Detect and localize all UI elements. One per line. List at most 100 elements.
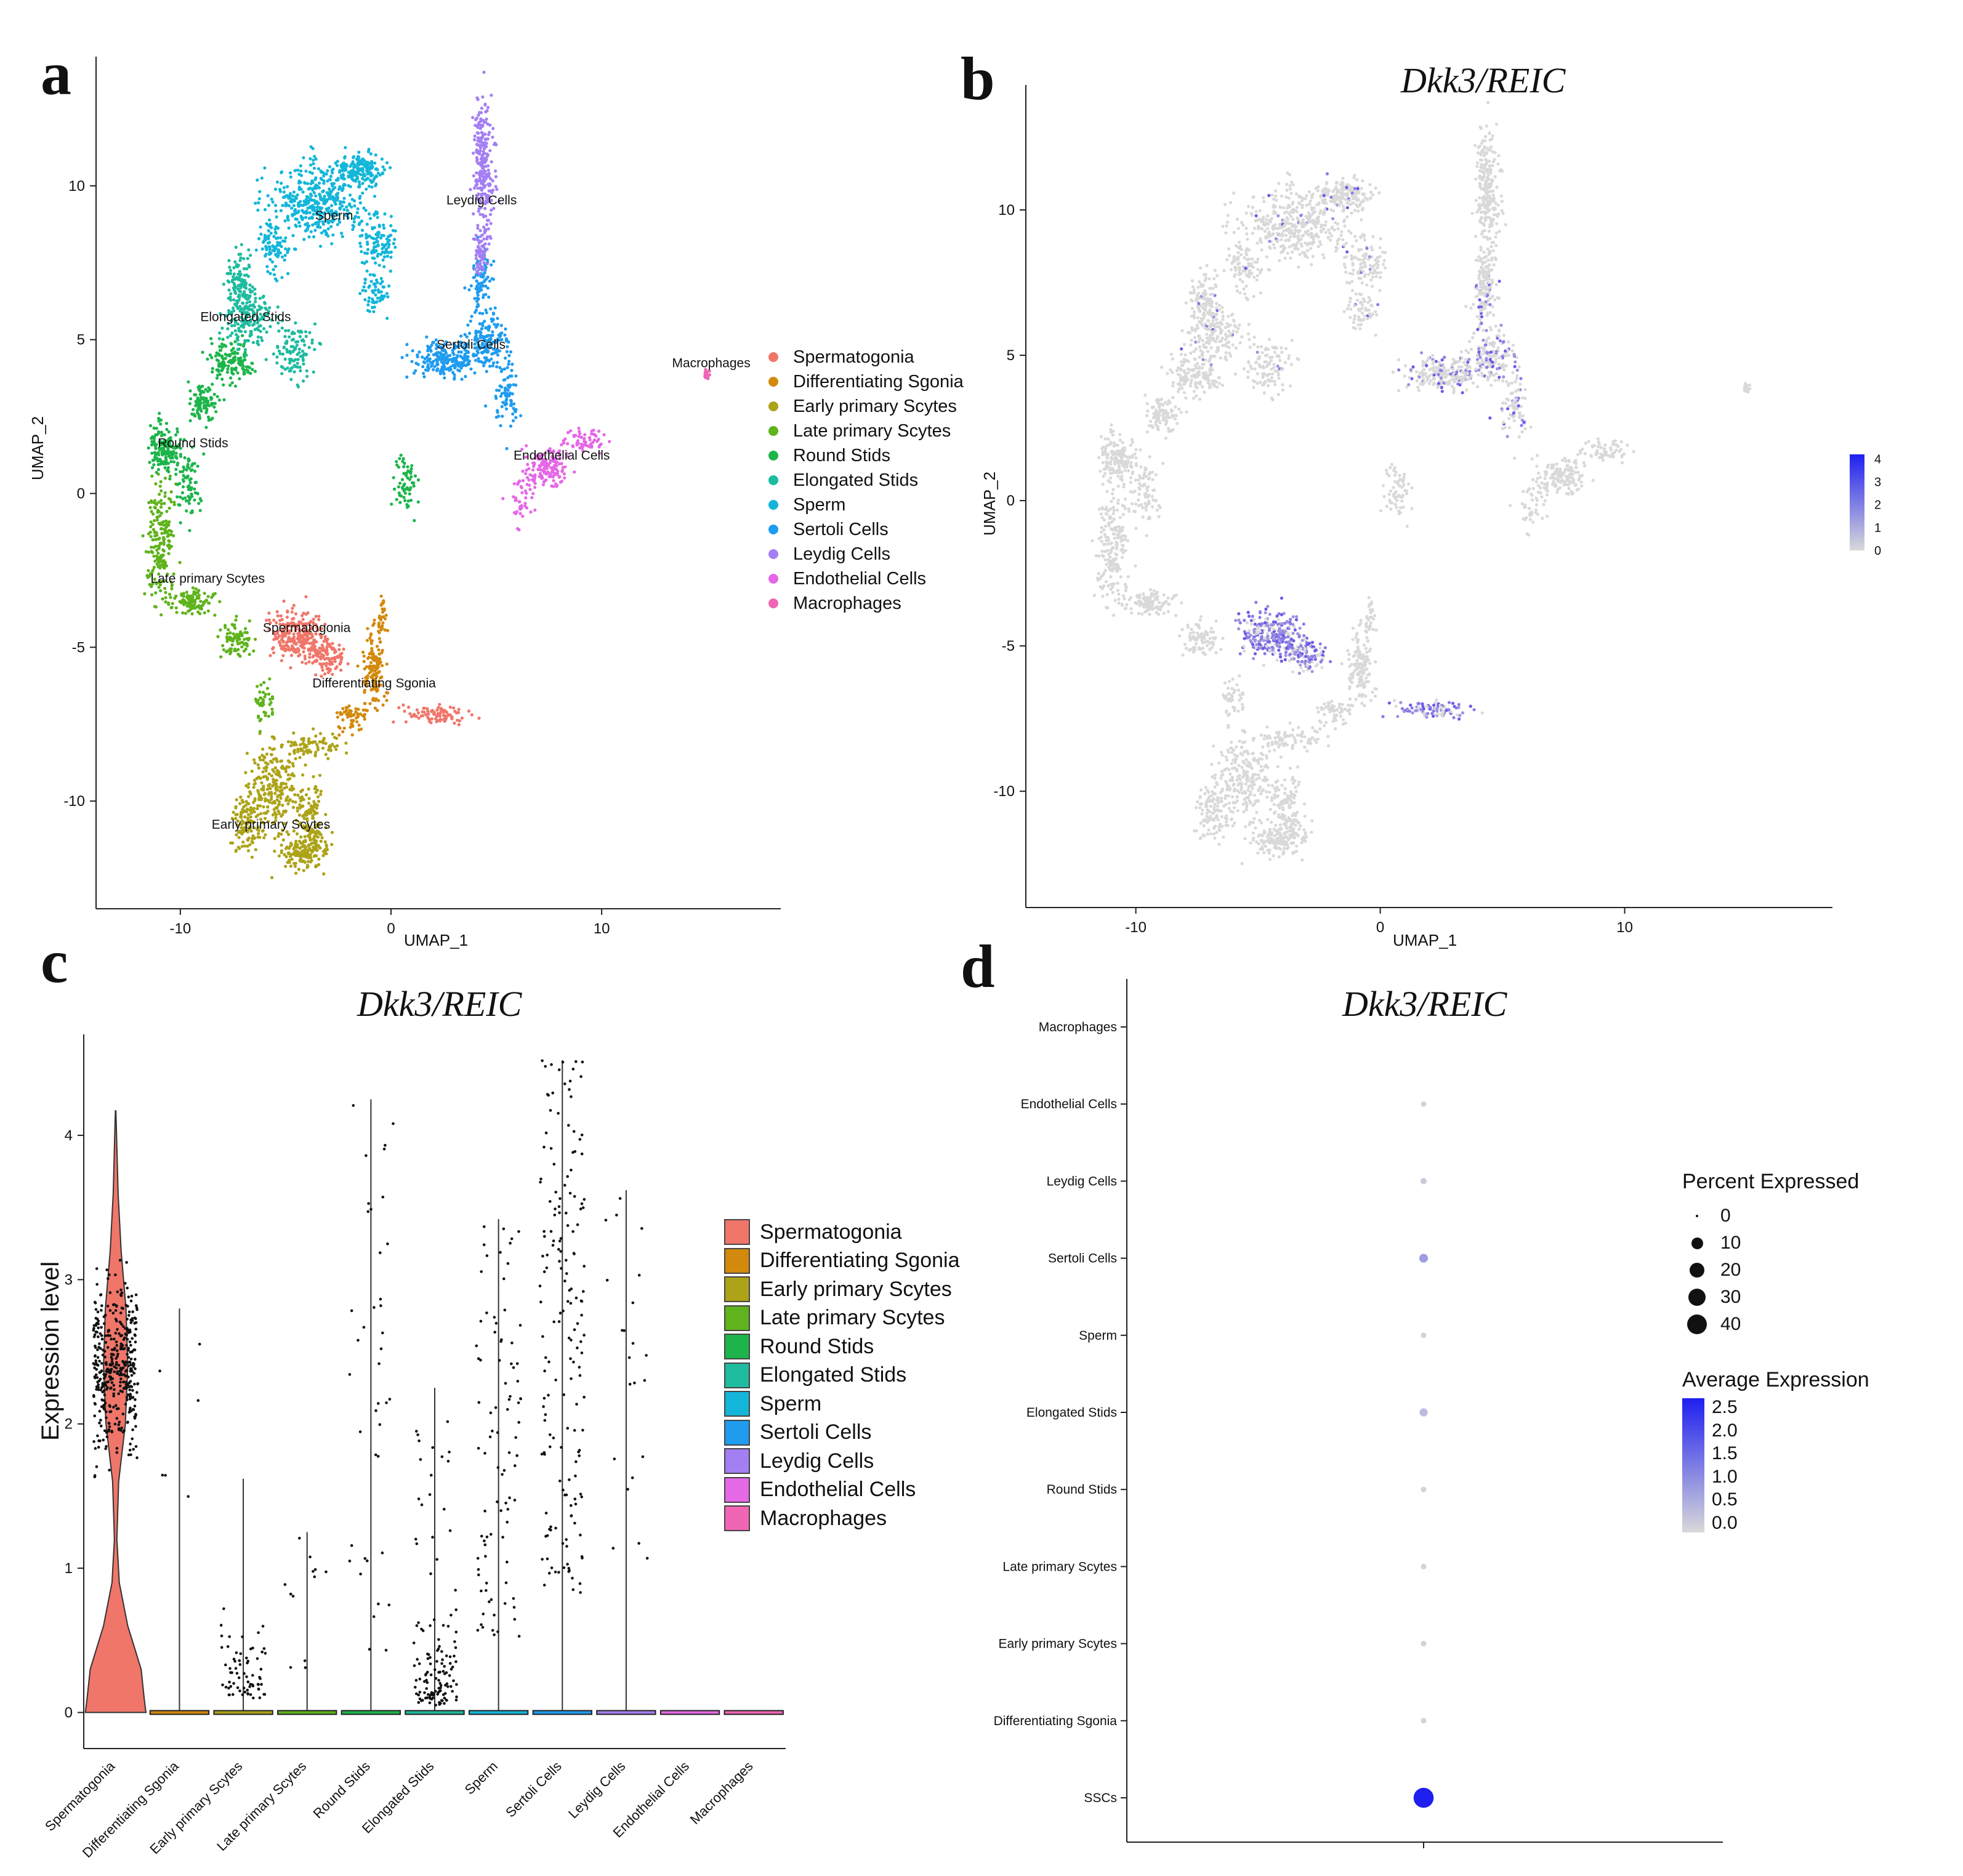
- cell-point: [408, 492, 411, 496]
- cell-point: [277, 640, 281, 643]
- cell-point: [237, 293, 241, 297]
- cell-point: [216, 368, 220, 372]
- cell-point: [312, 158, 315, 162]
- cell-point: [363, 281, 367, 285]
- cell-point: [486, 168, 490, 172]
- cell-point: [381, 280, 384, 283]
- cell-point: [509, 391, 512, 395]
- cell-point: [297, 347, 301, 351]
- cell-point: [190, 606, 194, 610]
- cell-point: [259, 225, 262, 229]
- cell-point: [252, 649, 256, 653]
- cell-point: [385, 161, 389, 164]
- cell-point: [299, 214, 303, 218]
- cell-point: [359, 172, 363, 177]
- cell-point: [238, 802, 242, 805]
- cell-point: [181, 485, 185, 489]
- cell-point: [150, 499, 153, 503]
- cell-point: [291, 787, 294, 791]
- cell-point: [495, 365, 499, 369]
- cell-point: [496, 361, 499, 364]
- cell-point: [292, 348, 296, 352]
- cell-point: [373, 669, 377, 673]
- cell-point: [1253, 652, 1257, 656]
- cell-point: [298, 224, 302, 228]
- cell-point: [325, 656, 329, 660]
- cell-point: [392, 720, 395, 724]
- cell-point: [164, 596, 167, 600]
- cell-point: [341, 169, 344, 172]
- cell-point: [187, 380, 190, 384]
- cell-point: [269, 231, 273, 235]
- cell-point: [257, 237, 261, 241]
- cell-point: [287, 247, 291, 251]
- cell-point: [231, 368, 235, 371]
- cell-point: [262, 327, 266, 331]
- cell-point: [363, 679, 366, 683]
- cell-point: [302, 624, 305, 629]
- cell-point: [297, 220, 301, 224]
- cell-point: [401, 457, 405, 461]
- cell-point: [478, 186, 483, 190]
- cell-point: [255, 327, 259, 331]
- cell-point: [370, 664, 374, 668]
- cell-point: [359, 244, 363, 248]
- cell-point: [303, 657, 307, 661]
- cell-point: [237, 835, 241, 839]
- cell-point: [336, 654, 339, 659]
- cell-point: [532, 479, 536, 483]
- cell-point: [307, 235, 311, 239]
- cell-point: [1257, 640, 1261, 643]
- cell-point: [336, 164, 339, 167]
- cell-point: [163, 502, 166, 505]
- cell-point: [299, 804, 302, 808]
- cell-point: [280, 182, 283, 185]
- cell-point: [403, 491, 408, 495]
- cell-point: [354, 707, 358, 711]
- cell-point: [459, 361, 463, 364]
- cell-point: [342, 196, 346, 200]
- cell-point: [144, 550, 148, 554]
- cell-point: [286, 802, 290, 806]
- cell-point: [168, 477, 172, 481]
- cell-point: [193, 487, 196, 491]
- cell-point: [1247, 635, 1251, 639]
- cell-point: [296, 793, 300, 797]
- cell-point: [541, 476, 544, 480]
- cell-point: [312, 370, 315, 374]
- cell-point: [486, 227, 490, 231]
- cell-point: [485, 219, 490, 222]
- cell-point: [281, 352, 285, 356]
- cell-point: [263, 755, 267, 759]
- cell-point: [409, 467, 413, 471]
- cell-point: [341, 200, 345, 204]
- cell-point: [429, 721, 433, 725]
- cell-point: [235, 264, 238, 268]
- cell-point: [456, 719, 459, 722]
- cell-point: [291, 805, 295, 809]
- cell-point: [297, 638, 301, 642]
- cell-point: [247, 248, 251, 252]
- cell-point: [525, 483, 529, 486]
- cell-point: [369, 171, 373, 175]
- cell-point: [280, 255, 284, 259]
- cell-point: [245, 630, 249, 635]
- cell-point: [269, 759, 273, 763]
- cell-point: [365, 222, 369, 226]
- cell-point: [377, 699, 381, 702]
- cell-point: [243, 330, 247, 334]
- cell-point: [591, 440, 595, 445]
- cell-point: [273, 187, 278, 191]
- cell-point: [149, 520, 153, 524]
- cell-point: [381, 172, 385, 175]
- cell-point: [310, 198, 314, 202]
- cell-point: [427, 712, 430, 716]
- cell-point: [490, 263, 493, 267]
- cell-point: [236, 371, 240, 375]
- panel-letter-a: a: [41, 39, 71, 108]
- cell-point: [163, 461, 166, 465]
- cell-point: [181, 478, 185, 481]
- cell-point: [318, 773, 322, 777]
- cell-point: [155, 518, 159, 522]
- cell-point: [373, 699, 377, 702]
